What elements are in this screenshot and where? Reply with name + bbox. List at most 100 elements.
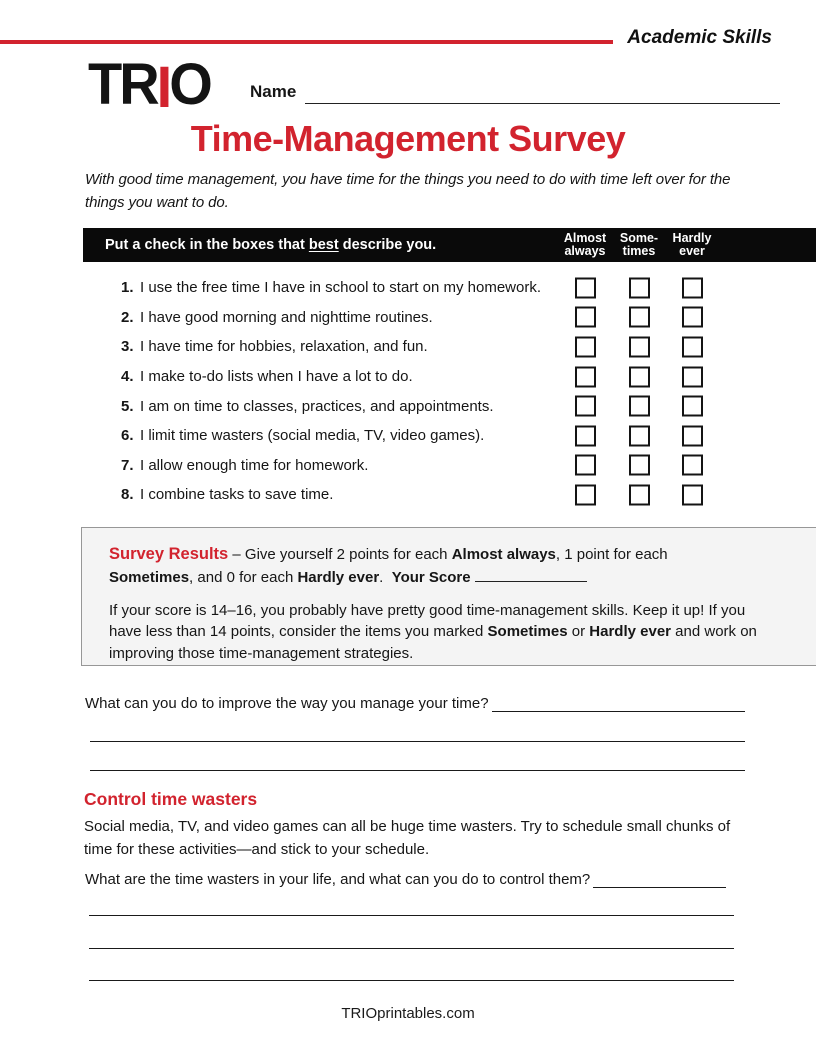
name-row: Name	[250, 76, 780, 104]
checkbox-item4-almost-always[interactable]	[575, 366, 596, 388]
survey-results-box: Survey Results – Give yourself 2 points …	[81, 527, 816, 666]
checkbox-item7-sometimes[interactable]	[629, 454, 650, 476]
instruction-prefix: Put a check in the boxes that	[105, 237, 309, 253]
trio-logo: TRIO	[88, 53, 213, 120]
checkbox-item8-hardly-ever[interactable]	[682, 484, 703, 506]
survey-header-bar: Put a check in the boxes that best descr…	[83, 228, 816, 262]
survey-item-row-7: 7. I allow enough time for homework.	[0, 451, 816, 481]
wasters-text: Social media, TV, and video games can al…	[84, 818, 731, 858]
item-text: I combine tasks to save time.	[140, 486, 334, 504]
results-text-segment: If your score is 14–16, you probably hav…	[109, 601, 746, 641]
results-bold-sometimes-2: Sometimes	[487, 623, 568, 641]
checkbox-item1-almost-always[interactable]	[575, 277, 596, 299]
results-paragraph-2: If your score is 14–16, you probably hav…	[109, 600, 761, 665]
checkbox-item3-sometimes[interactable]	[629, 336, 650, 358]
logo-text-tr: TR	[88, 50, 160, 117]
improve-question: What can you do to improve the way you m…	[85, 695, 489, 712]
name-input-line[interactable]	[305, 79, 780, 104]
checkbox-item7-hardly-ever[interactable]	[682, 454, 703, 476]
checkbox-item4-sometimes[interactable]	[629, 366, 650, 388]
item-number: 2.	[121, 308, 134, 326]
logo-text-i: I	[156, 53, 172, 120]
survey-items: 1. I use the free time I have in school …	[0, 273, 816, 510]
checkbox-item1-sometimes[interactable]	[629, 277, 650, 299]
item-text: I am on time to classes, practices, and …	[140, 397, 494, 415]
results-heading: Survey Results	[109, 545, 229, 563]
results-text-segment: , and 0 for each	[189, 568, 298, 586]
survey-item-row-3: 3. I have time for hobbies, relaxation, …	[0, 332, 816, 362]
checkbox-item5-sometimes[interactable]	[629, 395, 650, 417]
improve-answer-line-3[interactable]	[90, 770, 745, 771]
item-number: 4.	[121, 368, 134, 386]
footer-site-text: TRIOprintables.com	[341, 1005, 475, 1022]
results-paragraph-1: Survey Results – Give yourself 2 points …	[109, 543, 754, 589]
column-header-line: Hardly	[672, 231, 712, 245]
wasters-answer-line-1[interactable]	[593, 869, 726, 888]
checkbox-item5-hardly-ever[interactable]	[682, 395, 703, 417]
results-bold-sometimes: Sometimes	[109, 568, 190, 586]
results-bold-almost-always: Almost always	[451, 546, 556, 563]
series-tagline: Academic Skills	[627, 27, 772, 48]
survey-instruction: Put a check in the boxes that best descr…	[105, 237, 436, 253]
survey-item-row-5: 5. I am on time to classes, practices, a…	[0, 391, 816, 421]
checkbox-item1-hardly-ever[interactable]	[682, 277, 703, 299]
results-bold-hardly-ever-2: Hardly ever	[589, 623, 671, 641]
intro-text: With good time management, you have time…	[85, 171, 731, 212]
wasters-answer-line-3[interactable]	[89, 948, 734, 949]
checkbox-item8-almost-always[interactable]	[575, 484, 596, 506]
checkbox-item3-almost-always[interactable]	[575, 336, 596, 358]
results-text-segment: and work on improving those time-managem…	[109, 623, 757, 663]
survey-item-row-6: 6. I limit time wasters (social media, T…	[0, 421, 816, 451]
column-header-sometimes: Some-times	[611, 232, 667, 258]
item-number: 5.	[121, 397, 134, 415]
item-text: I have time for hobbies, relaxation, and…	[140, 338, 428, 356]
wasters-question: What are the time wasters in your life, …	[85, 871, 591, 888]
checkbox-item2-sometimes[interactable]	[629, 306, 650, 328]
top-red-rule	[0, 40, 613, 44]
survey-item-row-1: 1. I use the free time I have in school …	[0, 273, 816, 303]
column-header-line: times	[622, 244, 656, 258]
checkbox-item3-hardly-ever[interactable]	[682, 336, 703, 358]
column-header-line: ever	[679, 244, 705, 258]
score-input-line[interactable]	[474, 568, 587, 582]
item-text: I allow enough time for homework.	[140, 456, 369, 474]
column-header-almost-always: Almost always	[557, 232, 613, 258]
checkbox-item2-almost-always[interactable]	[575, 306, 596, 328]
results-text-segment: .	[379, 568, 392, 586]
checkbox-item4-hardly-ever[interactable]	[682, 366, 703, 388]
column-header-line: Almost	[563, 231, 607, 245]
wasters-heading: Control time wasters	[84, 789, 258, 809]
logo-text-o: O	[169, 50, 213, 117]
item-number: 1.	[121, 279, 134, 297]
column-header-line: always	[564, 244, 606, 258]
results-text-segment: – Give yourself 2 points for each	[228, 546, 452, 563]
improve-answer-line-1[interactable]	[491, 693, 745, 712]
checkbox-item6-almost-always[interactable]	[575, 425, 596, 447]
item-text: I use the free time I have in school to …	[140, 279, 542, 297]
results-bold-hardly-ever: Hardly ever	[297, 568, 380, 586]
checkbox-item6-hardly-ever[interactable]	[682, 425, 703, 447]
item-number: 3.	[121, 338, 134, 356]
wasters-question-row: What are the time wasters in your life, …	[85, 866, 726, 888]
survey-item-row-2: 2. I have good morning and nighttime rou…	[0, 303, 816, 333]
wasters-answer-line-4[interactable]	[89, 980, 734, 981]
column-header-line: Some-	[619, 231, 659, 245]
checkbox-item5-almost-always[interactable]	[575, 395, 596, 417]
improve-question-row: What can you do to improve the way you m…	[85, 690, 745, 712]
item-number: 7.	[121, 456, 134, 474]
improve-answer-line-2[interactable]	[90, 741, 745, 742]
survey-item-row-8: 8. I combine tasks to save time.	[0, 480, 816, 510]
checkbox-item7-almost-always[interactable]	[575, 454, 596, 476]
item-text: I make to-do lists when I have a lot to …	[140, 368, 413, 386]
wasters-answer-line-2[interactable]	[89, 915, 734, 916]
checkbox-item8-sometimes[interactable]	[629, 484, 650, 506]
name-label: Name	[250, 82, 297, 101]
instruction-suffix: describe you.	[338, 237, 437, 253]
checkbox-item2-hardly-ever[interactable]	[682, 306, 703, 328]
item-number: 8.	[121, 486, 134, 504]
item-number: 6.	[121, 427, 134, 445]
results-text-segment: or	[567, 623, 590, 641]
checkbox-item6-sometimes[interactable]	[629, 425, 650, 447]
results-text-segment: , 1 point for each	[555, 546, 668, 563]
